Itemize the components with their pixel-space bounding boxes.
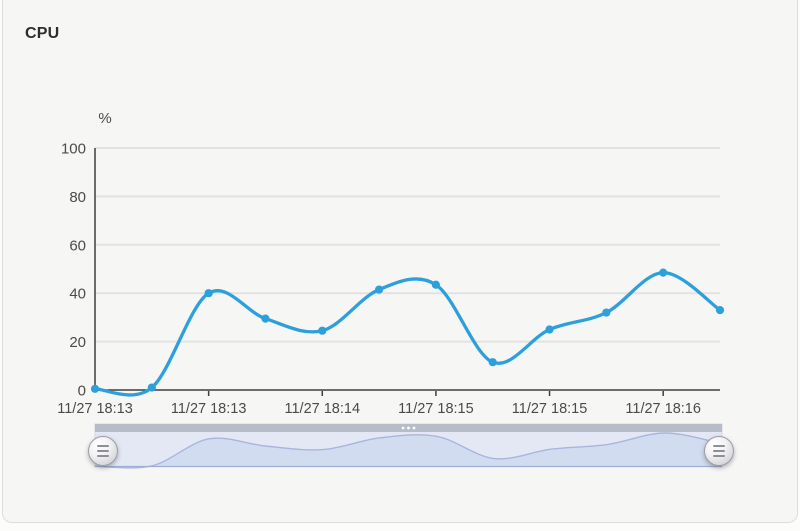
x-axis-labels: 11/27 18:13 11/27 18:13 11/27 18:14 11/27 1…: [57, 401, 701, 417]
svg-text:100: 100: [61, 141, 86, 158]
svg-text:11/27 18:15: 11/27 18:15: [398, 401, 474, 417]
svg-text:0: 0: [78, 383, 86, 400]
svg-text:11/27 18:16: 11/27 18:16: [625, 401, 701, 417]
svg-text:11/27 18:13: 11/27 18:13: [171, 401, 247, 417]
svg-text:11/27 18:15: 11/27 18:15: [512, 401, 588, 417]
svg-text:11/27 18:14: 11/27 18:14: [285, 401, 361, 417]
y-axis-labels: 0 20 40 60 80 100: [61, 141, 86, 400]
axes: [94, 148, 720, 396]
datazoom-move-bar[interactable]: [95, 424, 722, 432]
grip-lines-icon: [97, 455, 109, 457]
svg-text:60: 60: [69, 237, 86, 254]
grip-lines-icon: [713, 445, 725, 447]
grip-lines-icon: [97, 450, 109, 452]
datazoom-right-handle[interactable]: [704, 436, 734, 466]
cpu-series-markers: [90, 268, 725, 393]
gridlines: [95, 147, 720, 343]
y-axis-unit-label: %: [98, 110, 112, 127]
datazoom-left-handle[interactable]: [88, 436, 118, 466]
panel-title: CPU: [25, 25, 60, 42]
grip-lines-icon: [713, 455, 725, 457]
svg-text:20: 20: [69, 334, 86, 351]
svg-text:40: 40: [69, 286, 86, 303]
grip-lines-icon: [97, 445, 109, 447]
cpu-series-line: [93, 270, 722, 397]
svg-text:80: 80: [69, 189, 86, 206]
svg-text:11/27 18:13: 11/27 18:13: [57, 401, 133, 417]
grip-lines-icon: [713, 450, 725, 452]
